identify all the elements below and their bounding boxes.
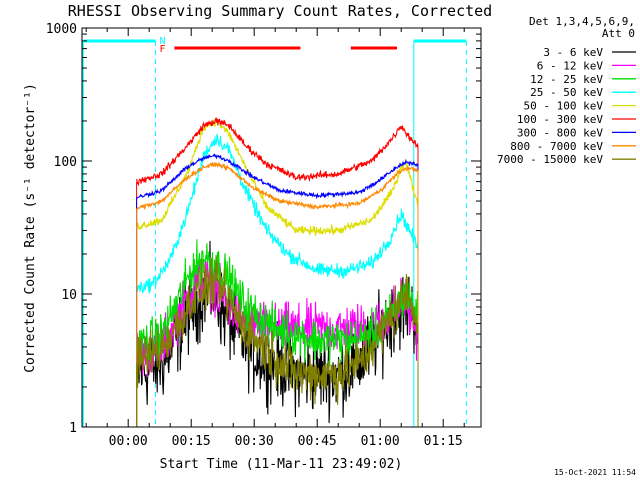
legend-label-800-7000-kev: 800 - 7000 keV [510, 140, 603, 153]
legend-header-line2: Att 0 [602, 27, 635, 40]
timestamp: 15-Oct-2021 11:54 [554, 468, 636, 477]
legend-label-7000-15000-kev: 7000 - 15000 keV [497, 153, 603, 166]
legend-label-100-300-kev: 100 - 300 keV [517, 113, 603, 126]
legend-label-3-6-kev: 3 - 6 keV [543, 46, 603, 59]
x-tick-label-0: 00:00 [109, 434, 148, 449]
y-tick-label-0: 1 [69, 421, 77, 436]
x-tick-label-4: 01:00 [361, 434, 400, 449]
series-line-300-800-kev [136, 153, 419, 200]
legend-label-6-12-kev: 6 - 12 keV [537, 59, 604, 72]
series-line-50-100-kev [136, 117, 419, 237]
night-label: N [159, 36, 165, 47]
x-tick-label-2: 00:30 [235, 434, 274, 449]
x-tick-label-5: 01:15 [424, 434, 463, 449]
legend-label-12-25-kev: 12 - 25 keV [530, 73, 603, 86]
x-tick-label-3: 00:45 [298, 434, 337, 449]
x-axis-label: Start Time (11-Mar-11 23:49:02) [160, 457, 403, 472]
series-line-7000-15000-kev [136, 255, 419, 405]
x-tick-label-1: 00:15 [172, 434, 211, 449]
y-tick-label-3: 1000 [46, 22, 77, 37]
flare-label: F [159, 44, 165, 55]
y-tick-label-2: 100 [54, 155, 77, 170]
series-line-12-25-kev [136, 239, 419, 367]
y-tick-label-1: 10 [61, 288, 77, 303]
chart-title: RHESSI Observing Summary Count Rates, Co… [68, 2, 492, 20]
series-line-25-50-kev [136, 133, 419, 294]
legend-label-50-100-kev: 50 - 100 keV [524, 100, 604, 113]
legend-label-25-50-kev: 25 - 50 keV [530, 86, 603, 99]
y-axis: 1 10 100 1000 [46, 22, 481, 436]
plot-area: NF [82, 36, 467, 427]
legend-header-line1: Det 1,3,4,5,6,9, [529, 15, 635, 28]
y-axis-label: Corrected Count Rate (s⁻¹ detector⁻¹) [23, 83, 38, 373]
series-line-800-7000-kev [136, 162, 419, 212]
legend-label-300-800-kev: 300 - 800 keV [517, 126, 603, 139]
x-axis: 00:00 00:15 00:30 00:45 01:00 01:15 [85, 28, 465, 449]
series-line-100-300-kev [136, 116, 419, 187]
plot-frame [81, 27, 482, 428]
